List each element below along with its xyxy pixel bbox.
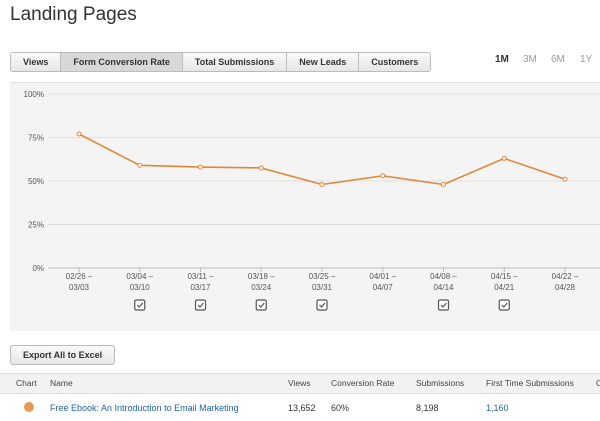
x-tick-label: 03/11 – (187, 272, 214, 281)
tab[interactable]: Total Submissions (182, 53, 288, 71)
x-tick-label: 03/24 (251, 283, 272, 292)
tab[interactable]: New Leads (287, 53, 360, 71)
export-button[interactable]: Export All to Excel (10, 345, 116, 365)
range-option[interactable]: 6M (551, 54, 565, 65)
y-tick-label: 100% (24, 90, 44, 99)
note-icon-check (197, 302, 204, 308)
chart-panel (10, 82, 600, 331)
x-tick-label: 04/08 – (430, 272, 457, 281)
point (441, 181, 446, 187)
note-icon (255, 299, 267, 311)
x-tick-label: 04/07 (373, 283, 394, 292)
note-icon (498, 299, 510, 311)
y-tick-label: 75% (28, 134, 44, 143)
x-tick-label: 04/28 (555, 283, 576, 292)
range-option[interactable]: 3M (523, 54, 537, 65)
note-icon-check (319, 302, 326, 308)
point (137, 162, 143, 168)
note-icon-check (440, 302, 447, 308)
x-tick-label: 03/10 (130, 283, 151, 292)
point (380, 173, 386, 179)
point (198, 164, 203, 170)
column-header: Conversion Rate (331, 378, 395, 388)
cell: 60% (331, 403, 350, 413)
x-tick-label: 04/14 (433, 283, 454, 292)
chart: 0% 25% 50% 75% 100% 02/26 – 03/03 03/04 – 03/10 0… (24, 90, 600, 311)
x-tick-label: 04/22 – (552, 272, 579, 281)
y-tick-label: 50% (28, 177, 44, 186)
cell: 8,198 (416, 403, 439, 413)
cell: 13,652 (288, 403, 316, 413)
tab[interactable]: Views (11, 53, 62, 71)
note-icon (316, 299, 328, 311)
column-header: C (596, 378, 600, 388)
note-icon-check (501, 302, 508, 308)
x-tick-label: 03/31 (312, 283, 333, 292)
column-header: Views (288, 378, 311, 388)
range-option[interactable]: 1Y (580, 54, 593, 65)
table-header (0, 373, 600, 394)
column-header: Submissions (416, 378, 465, 388)
tab-bar: Views Form Conversion Rate Total Submiss… (10, 52, 432, 72)
note-icon (437, 299, 450, 311)
column-header: Chart (16, 378, 37, 388)
tab[interactable]: Customers (359, 53, 431, 71)
note-icon-check (136, 302, 144, 308)
note-icon (134, 299, 146, 311)
x-tick-label: 03/04 – (126, 272, 153, 281)
x-tick-label: 04/01 – (369, 272, 396, 281)
point (258, 165, 264, 171)
y-tick-label: 25% (28, 221, 44, 230)
note-icon-check (258, 302, 265, 308)
point (76, 131, 82, 137)
chart-dot[interactable] (24, 402, 34, 412)
row-name[interactable]: Free Ebook: An Introduction to Email Mar… (50, 403, 239, 413)
x-tick-label: 04/15 – (491, 272, 518, 281)
point (501, 155, 507, 161)
column-header: First Time Submissions (486, 378, 574, 388)
x-tick-label: 03/03 (69, 283, 90, 292)
range-option[interactable]: 1M (495, 54, 509, 65)
point (562, 176, 568, 182)
column-header: Name (50, 378, 73, 388)
tab[interactable]: Form Conversion Rate (61, 53, 183, 71)
x-tick-label: 03/17 (190, 283, 211, 292)
x-tick-label: 02/26 – (66, 272, 93, 281)
page-title: Landing Pages (10, 4, 137, 25)
series-line (78, 133, 566, 186)
cell[interactable]: 1,160 (486, 403, 509, 413)
x-tick-label: 03/25 – (309, 272, 336, 281)
x-tick-label: 03/18 – (248, 272, 275, 281)
note-icon (194, 299, 207, 311)
point (319, 181, 325, 187)
x-tick-label: 04/21 (494, 283, 515, 292)
y-tick-label: 0% (32, 264, 44, 273)
